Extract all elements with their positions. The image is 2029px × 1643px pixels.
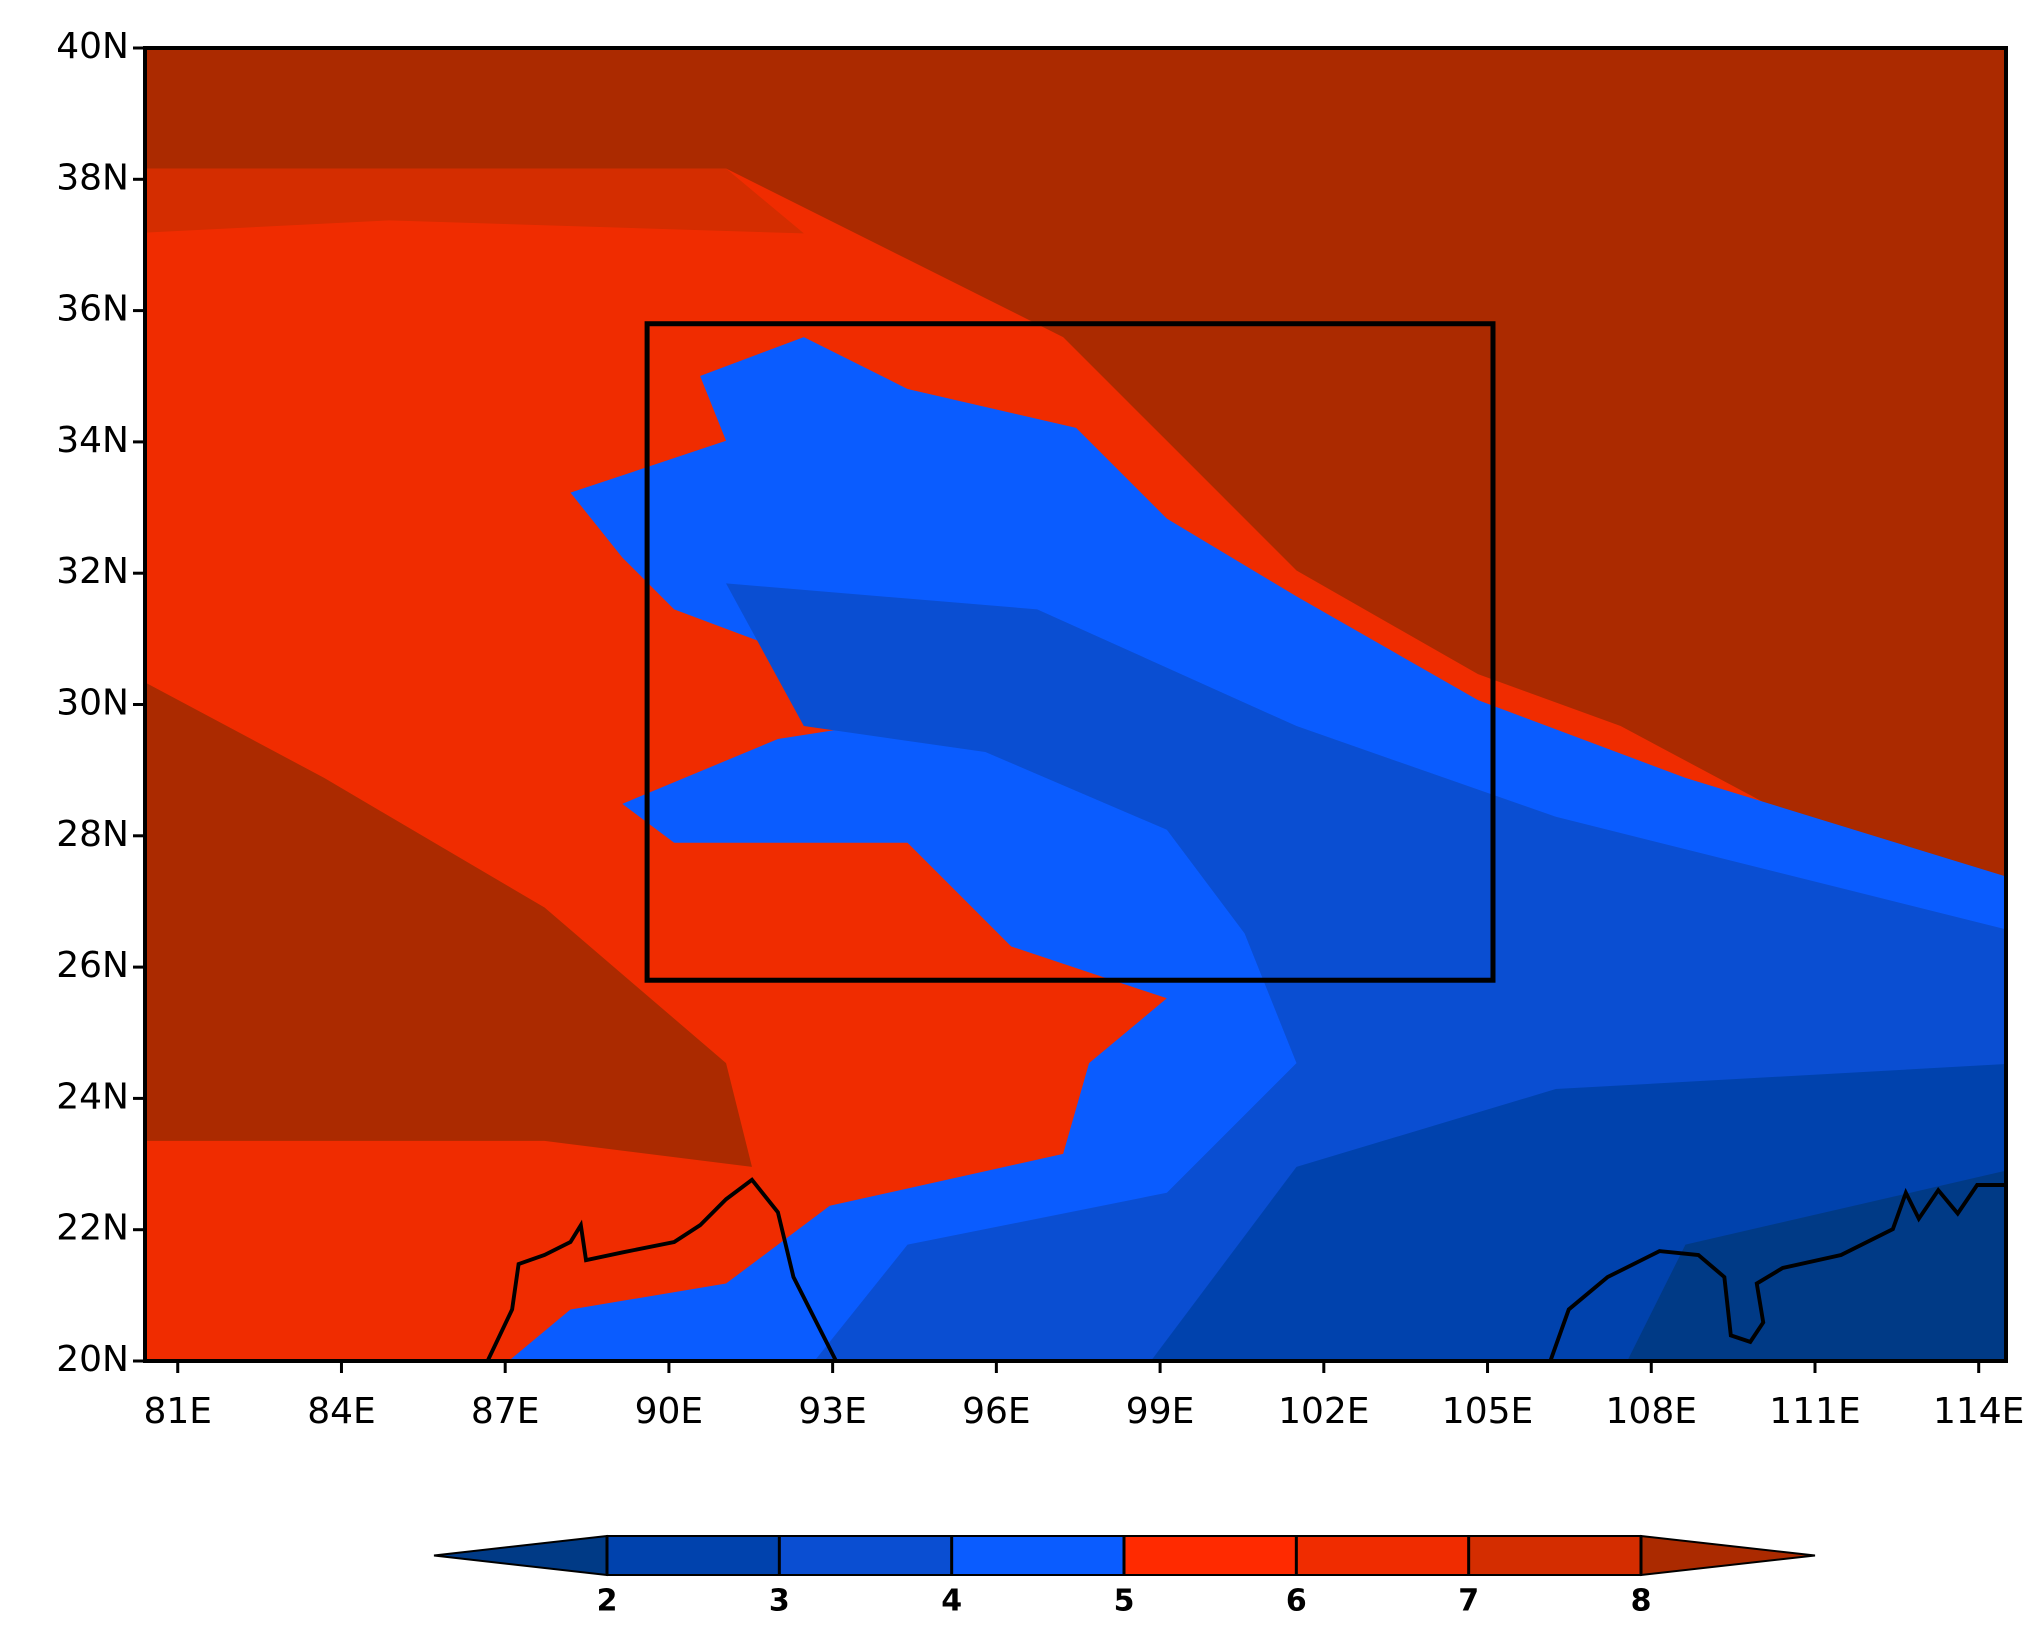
- y-tick-label: 30N: [56, 683, 129, 724]
- region-box: [644, 321, 1496, 983]
- contour-region: [1627, 1170, 2006, 1361]
- contour-region: [145, 682, 752, 1167]
- colorbar-segment: [1123, 1535, 1298, 1576]
- coastline: [1548, 1183, 2006, 1361]
- y-tick-label: 32N: [56, 551, 129, 592]
- x-tick-label: 81E: [143, 1391, 212, 1432]
- colorbar-label: 5: [1114, 1584, 1135, 1619]
- y-tick-label: 26N: [56, 945, 129, 986]
- y-tick-label: 38N: [56, 157, 129, 198]
- y-tick-label: 40N: [56, 26, 129, 67]
- field: [145, 48, 2006, 1361]
- colorbar-label: 7: [1458, 1584, 1479, 1619]
- y-tick-label: 20N: [56, 1339, 129, 1380]
- x-tick-label: 87E: [471, 1391, 540, 1432]
- coastline: [485, 1177, 838, 1361]
- colorbar-label: 8: [1631, 1584, 1652, 1619]
- x-tick-label: 84E: [307, 1391, 376, 1432]
- y-tick-label: 34N: [56, 420, 129, 461]
- axes: 81E 84E 87E 90E 93E 96E 99E 102E 105E 108E 111E 114…: [56, 26, 2024, 1432]
- colorbar-low-end: [433, 1534, 608, 1577]
- x-tick-label: 93E: [798, 1391, 867, 1432]
- x-tick-label: 102E: [1278, 1391, 1369, 1432]
- colorbar-segment: [1295, 1535, 1470, 1576]
- x-tick-label: 96E: [962, 1391, 1031, 1432]
- colorbar-segment: [778, 1535, 953, 1576]
- y-tick-label: 28N: [56, 814, 129, 855]
- x-tick-label: 90E: [635, 1391, 704, 1432]
- x-tick-label: 99E: [1126, 1391, 1195, 1432]
- y-tick-label: 36N: [56, 289, 129, 330]
- y-tick-label: 22N: [56, 1208, 129, 1249]
- colorbar: 2 3 4 5 6 7 8: [433, 1534, 1816, 1619]
- colorbar-label: 2: [597, 1584, 618, 1619]
- colorbar-label: 4: [941, 1584, 962, 1619]
- colorbar-segment: [1467, 1535, 1642, 1576]
- y-tick-label: 24N: [56, 1076, 129, 1117]
- x-tick-label: 114E: [1933, 1391, 2024, 1432]
- colorbar-segment: [606, 1535, 781, 1576]
- x-tick-label: 111E: [1769, 1391, 1860, 1432]
- colorbar-segment: [950, 1535, 1126, 1576]
- contour-fill: [145, 48, 2006, 1361]
- x-tick-label: 105E: [1442, 1391, 1533, 1432]
- colorbar-high-end: [1640, 1534, 1816, 1577]
- contour-region: [145, 48, 2006, 890]
- colorbar-label: 6: [1286, 1584, 1307, 1619]
- x-tick-label: 108E: [1606, 1391, 1697, 1432]
- colorbar-label: 3: [769, 1584, 790, 1619]
- contour-region: [145, 168, 804, 234]
